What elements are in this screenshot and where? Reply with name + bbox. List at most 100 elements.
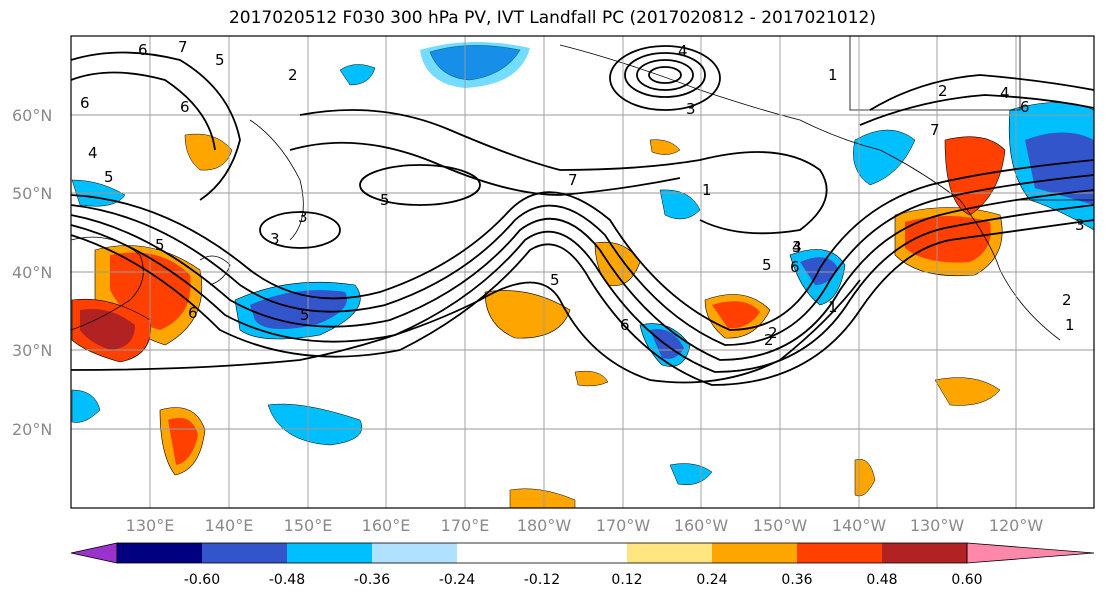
contour-label: 3 (1075, 216, 1085, 234)
map-title: 2017020512 F030 300 hPa PV, IVT Landfall… (228, 8, 876, 28)
lat-label: 40°N (12, 263, 52, 282)
pv-contour-line (70, 219, 1095, 386)
coastline-border (849, 36, 1021, 111)
contour-label: 6 (80, 94, 90, 112)
pv-contour-line (859, 94, 1095, 126)
contour-label: 5 (550, 271, 560, 289)
pv-contour-line (289, 141, 681, 196)
pos-anomaly-core (168, 417, 198, 465)
pos-anomaly-blob (934, 377, 1001, 406)
contour-label: 5 (762, 256, 772, 274)
pv-contour-closed (609, 45, 721, 111)
contour-label: 1 (1065, 316, 1075, 334)
map-frame (70, 35, 1095, 509)
pos-anomaly-core (80, 309, 135, 350)
contour-label: 6 (138, 41, 148, 59)
contour-label: 2 (288, 66, 298, 84)
lon-label: 150°W (753, 516, 808, 535)
colorbar-segment (797, 543, 882, 563)
contour-label: 7 (568, 171, 578, 189)
lon-label: 130°E (126, 516, 175, 535)
colorbar: -0.60 -0.48 -0.36 -0.24 -0.12 0.12 0.24 … (70, 542, 1095, 588)
colorbar-segment (882, 543, 967, 563)
contour-label: 2 (768, 324, 778, 342)
coastline-na-west (879, 149, 1061, 341)
neg-anomaly-blob (339, 64, 376, 86)
contour-label: 6 (188, 304, 198, 322)
contour-label: 5 (215, 51, 225, 69)
contour-label: 7 (178, 38, 188, 56)
colorbar-tick-label: 0.36 (781, 572, 812, 588)
pv-contour-line (70, 279, 861, 384)
pv-contour-line (70, 174, 1095, 346)
contour-label: 3 (270, 230, 280, 248)
contour-label: 3 (298, 208, 308, 226)
contour-label: 2 (938, 82, 948, 100)
latitude-labels: 60°N 50°N 40°N 30°N 20°N (12, 106, 52, 439)
contour-label: 1 (828, 298, 838, 316)
lon-label: 150°E (284, 516, 333, 535)
pv-contour-closed (624, 52, 706, 98)
pv-contour-line (70, 51, 241, 201)
pv-contour-closed (648, 66, 682, 84)
colorbar-segment (287, 543, 372, 563)
contour-label: 6 (790, 258, 800, 276)
colorbar-segment (542, 543, 627, 563)
colorbar-extend-right (966, 542, 1095, 564)
contour-label: 2 (1062, 291, 1072, 309)
pos-anomaly-blob (509, 488, 576, 509)
contour-label: 6 (620, 316, 630, 334)
pos-anomaly-core (905, 216, 991, 263)
contour-label: 4 (792, 238, 802, 256)
pos-anomaly-core (712, 301, 760, 329)
colorbar-tick-label: 0.60 (951, 572, 982, 588)
colorbar-tick-label: -0.24 (439, 572, 475, 588)
contour-label: 7 (930, 121, 940, 139)
colorbar-tick-label: 0.24 (696, 572, 727, 588)
pv-contour-line (299, 109, 828, 235)
contour-label: 5 (104, 168, 114, 186)
colorbar-tick-label: -0.12 (524, 572, 560, 588)
colorbar-tick-label: 0.12 (611, 572, 642, 588)
colorbar-tick-label: -0.48 (269, 572, 305, 588)
contour-label: 1 (702, 181, 712, 199)
pv-contour-closed (259, 211, 341, 249)
contour-label: 5 (380, 191, 390, 209)
lon-label: 130°W (910, 516, 965, 535)
lon-label: 170°W (596, 516, 651, 535)
contour-label: 2 (764, 331, 774, 349)
contour-label: 3 (686, 100, 696, 118)
lat-label: 30°N (12, 341, 52, 360)
contour-label: 4 (678, 42, 688, 60)
coastlines (70, 36, 1094, 341)
lon-label: 140°E (205, 516, 254, 535)
neg-anomaly-halo (420, 41, 530, 88)
pv-contour-line (70, 204, 1095, 373)
neg-anomaly-blob (267, 403, 363, 446)
lon-label: 160°W (674, 516, 729, 535)
contour-labels: 6 7 5 2 6 4 5 3 5 7 1 4 3 1 2 4 6 7 5 3 … (80, 38, 1085, 349)
contour-label: 6 (1020, 98, 1030, 116)
longitude-labels: 130°E 140°E 150°E 160°E 170°E 180°W 170°… (126, 516, 1044, 535)
contour-label: 3 (792, 238, 802, 256)
colorbar-tick-label: 0.48 (866, 572, 897, 588)
neg-anomaly-blob (853, 129, 916, 186)
lat-label: 20°N (12, 420, 52, 439)
pv-contour-line (70, 71, 216, 151)
contour-label: 6 (180, 98, 190, 116)
pos-anomaly-blob (594, 241, 641, 287)
neg-anomaly-core (1025, 132, 1094, 205)
grid-lines (71, 36, 1094, 508)
lon-label: 120°W (989, 516, 1044, 535)
neg-anomaly-blob (669, 463, 713, 485)
pv-contour-line (70, 159, 1095, 331)
pv-contours (70, 45, 1095, 386)
neg-anomaly-blob (71, 389, 101, 423)
pv-contour-closed (636, 59, 694, 91)
pos-anomaly-blob (574, 370, 609, 387)
lon-label: 140°W (832, 516, 887, 535)
pos-anomaly-blob (484, 290, 571, 339)
coastline-japan (199, 255, 231, 286)
contour-label: 5 (300, 306, 310, 324)
